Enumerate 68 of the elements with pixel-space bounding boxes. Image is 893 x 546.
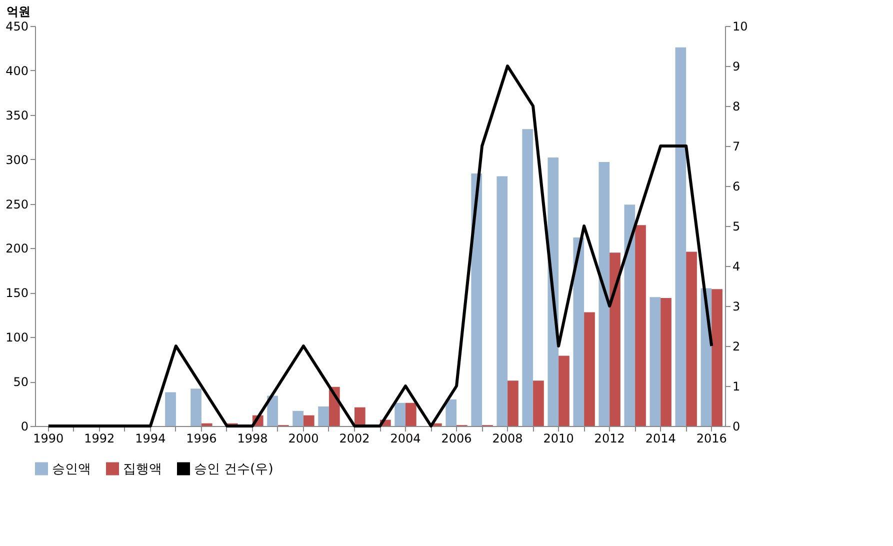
x-tick-label: 1990 <box>33 432 64 446</box>
bar <box>496 176 508 426</box>
bar <box>292 410 304 426</box>
bar <box>650 297 661 426</box>
x-tick-label: 2008 <box>492 432 523 446</box>
line-series <box>46 64 714 428</box>
bar <box>675 47 686 426</box>
y-tick-label: 0 <box>20 420 28 434</box>
bar <box>354 407 366 426</box>
x-tick-label: 2006 <box>441 432 472 446</box>
bar <box>406 402 416 426</box>
bar <box>598 162 610 426</box>
y-tick-label: 50 <box>13 375 28 390</box>
y-tick-label: 400 <box>6 64 28 78</box>
y2-tick-label: 10 <box>732 20 748 34</box>
y-tick-label: 350 <box>6 108 28 122</box>
bar <box>394 402 406 426</box>
bar <box>446 399 457 426</box>
bar <box>508 380 518 426</box>
y-tick-label: 450 <box>6 20 28 34</box>
x-tick-label: 2010 <box>543 432 574 446</box>
bar <box>318 406 329 426</box>
y-tick-label: 150 <box>6 286 28 300</box>
y2-tick-label: 8 <box>732 100 740 114</box>
x-tick-label: 2004 <box>390 432 421 446</box>
x-tick-label: 1996 <box>186 432 217 446</box>
x-tick-label: 2012 <box>594 432 625 446</box>
y-axis-title: 억원 <box>6 4 30 18</box>
bar <box>471 174 482 426</box>
x-tick-label: 1994 <box>135 432 166 446</box>
y-tick-label: 100 <box>6 330 28 345</box>
x-tick-label: 2014 <box>645 432 676 446</box>
bar <box>686 252 697 426</box>
x-tick-label: 1992 <box>84 432 115 446</box>
bar <box>573 238 584 426</box>
x-tick-label: 2000 <box>288 432 319 446</box>
y2-tick-label: 7 <box>732 140 740 154</box>
y-tick-label: 300 <box>6 152 28 167</box>
legend-label: 승인 건수(우) <box>194 462 274 477</box>
bar <box>190 388 202 426</box>
y2-tick-label: 4 <box>732 260 740 274</box>
bar <box>712 289 722 426</box>
bar <box>201 423 212 426</box>
bar <box>303 415 314 426</box>
bar <box>624 204 636 426</box>
y2-tick-label: 9 <box>732 60 740 74</box>
y2-tick-label: 6 <box>732 180 740 194</box>
y2-tick-label: 0 <box>732 420 740 434</box>
x-tick-label: 2016 <box>696 432 727 446</box>
y2-tick-label: 3 <box>732 300 740 314</box>
bar <box>584 312 595 426</box>
y2-tick-label: 2 <box>732 340 740 354</box>
bar <box>610 252 620 426</box>
bar <box>165 392 176 426</box>
bar <box>660 298 672 426</box>
legend-label: 집행액 <box>123 462 162 477</box>
y-tick-label: 250 <box>6 197 28 212</box>
x-tick-label: 1998 <box>237 432 268 446</box>
y2-tick-label: 5 <box>732 220 740 234</box>
bar <box>635 225 646 426</box>
bar <box>558 356 570 426</box>
bar <box>522 129 534 426</box>
legend-label: 승인액 <box>52 462 91 477</box>
bar <box>533 380 544 426</box>
x-tick-label: 2002 <box>339 432 370 446</box>
y2-tick-label: 1 <box>732 380 740 394</box>
bar <box>267 396 278 426</box>
y-tick-label: 200 <box>6 242 28 256</box>
